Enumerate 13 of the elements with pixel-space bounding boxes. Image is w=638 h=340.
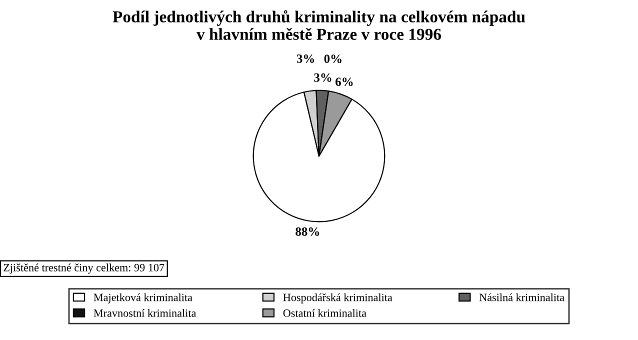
legend-label: Majetková kriminalita (94, 293, 192, 304)
data-label: 6% (336, 78, 353, 86)
legend-label: Mravnostní kriminalita (94, 309, 196, 317)
legend-label: Ostatní kriminalita (283, 309, 366, 317)
text: 0% (324, 54, 342, 64)
data-label: 3% (314, 73, 332, 82)
chart-title: Podíl jednotlivých druhů kriminality na celkovém nápadu v hlavním městě Praze v roce 1996 (112, 10, 526, 40)
legend-label: Hospodářská kriminalita (283, 293, 392, 304)
data-label: 88% (296, 227, 320, 236)
data-label: 3% (296, 54, 314, 63)
text: Zjištěné trestné činy celkem: 99 107 (4, 264, 164, 274)
pie-slice (252, 92, 386, 222)
legend-label: Násilná kriminalita (479, 293, 564, 302)
